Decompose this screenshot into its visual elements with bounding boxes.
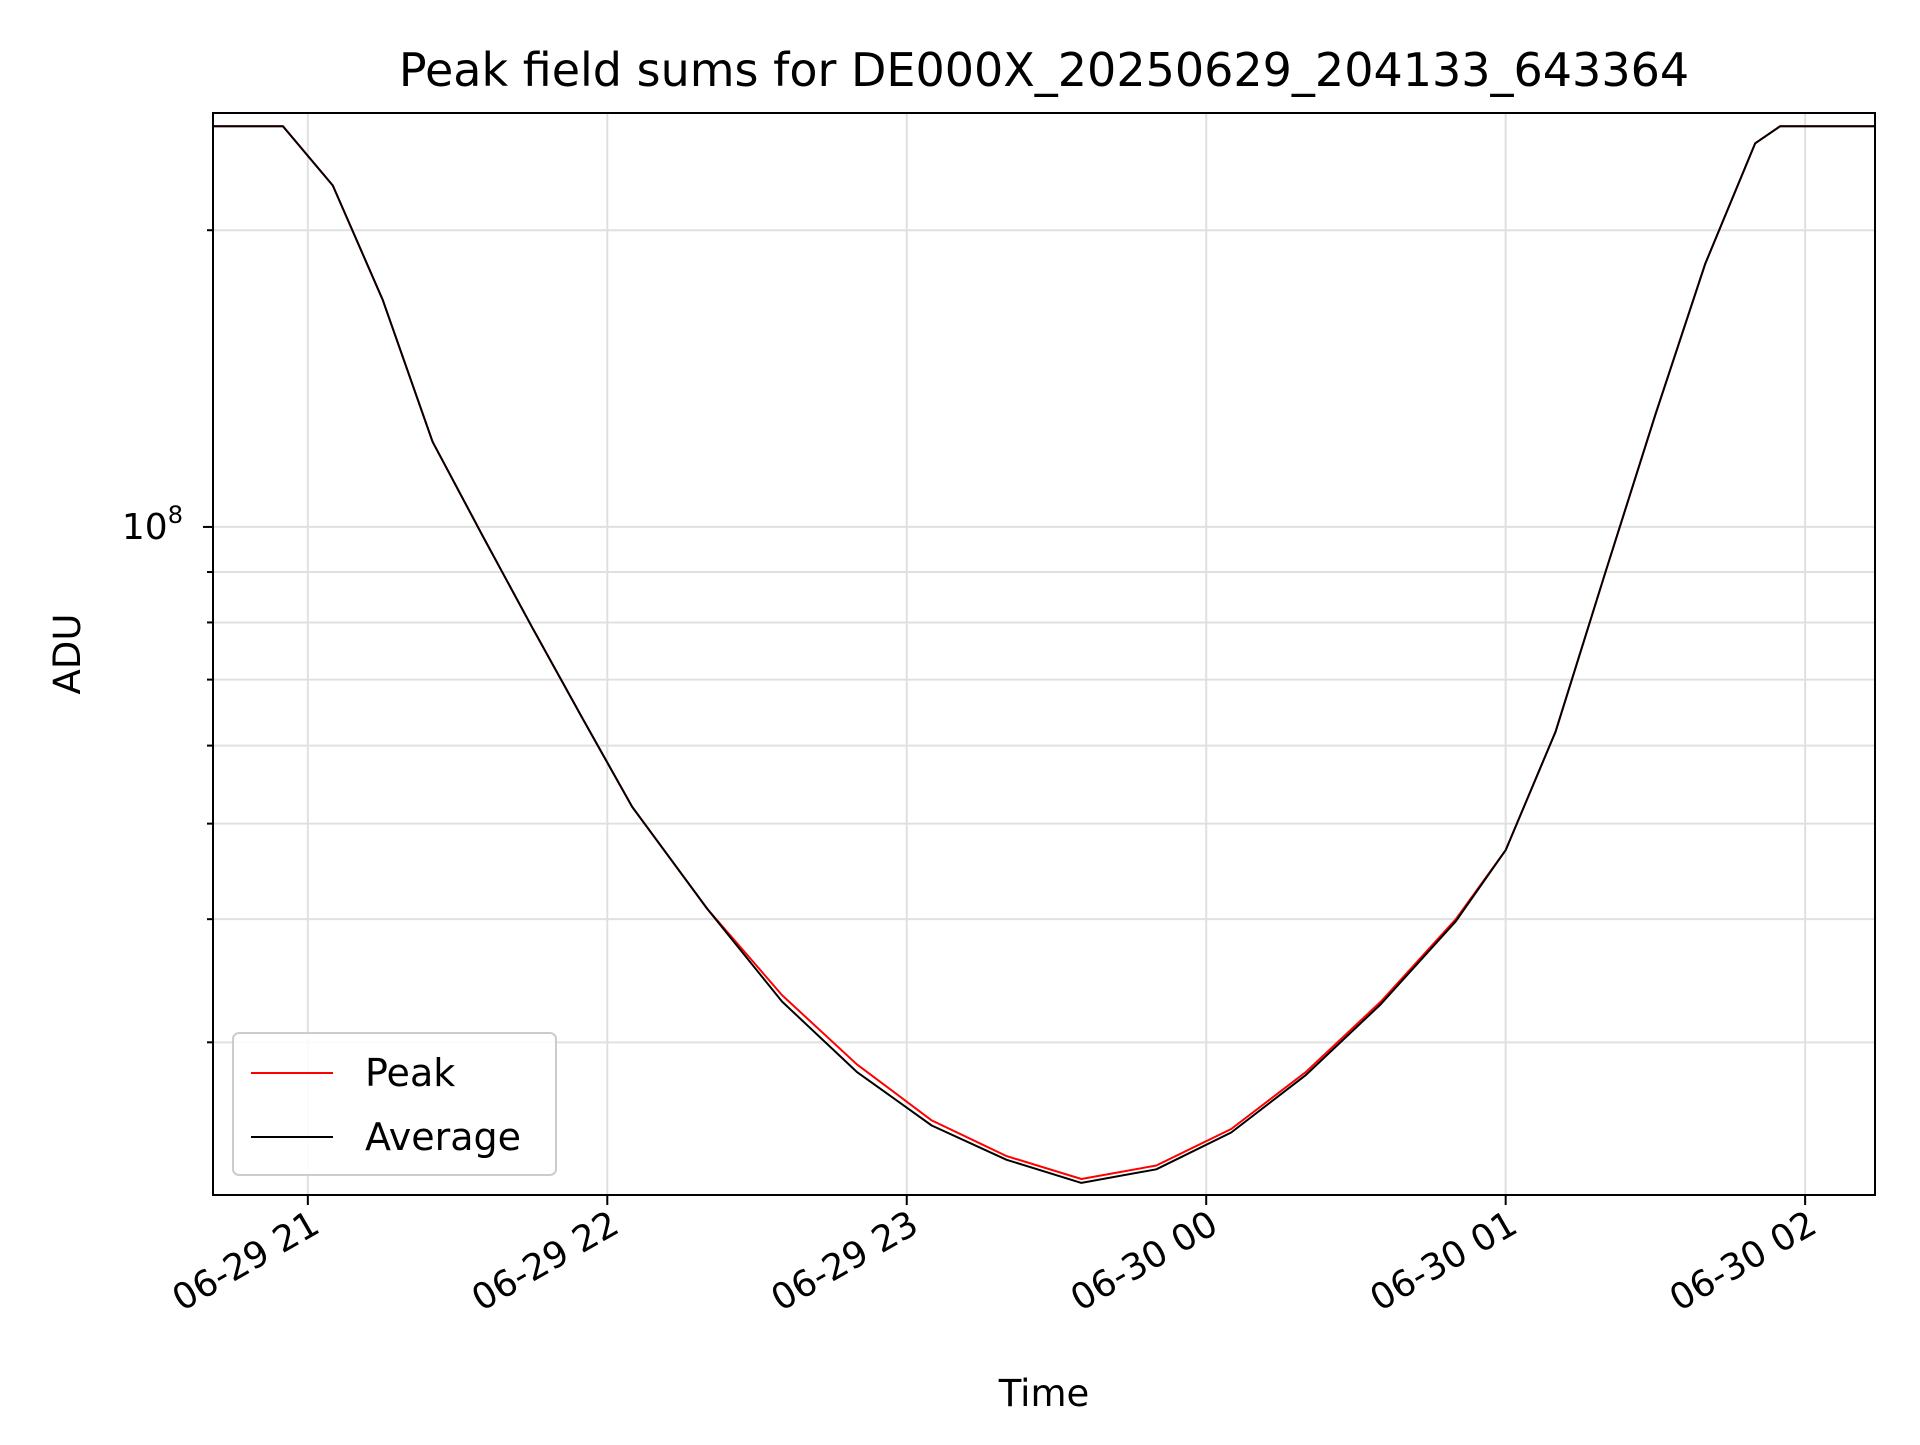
grid [213,113,1875,1195]
legend-label-peak: Peak [365,1051,455,1095]
legend-label-average: Average [365,1115,521,1159]
series-line-average [213,125,1875,1184]
legend-box [232,1032,557,1176]
x-axis-label: Time [998,1372,1090,1415]
plot-frame [212,112,1876,1196]
series-layer [213,125,1875,1184]
y-axis-label: ADU [46,614,89,695]
legend: Peak Average [232,1032,557,1176]
chart-title: Peak field sums for DE000X_20250629_2041… [399,43,1689,97]
